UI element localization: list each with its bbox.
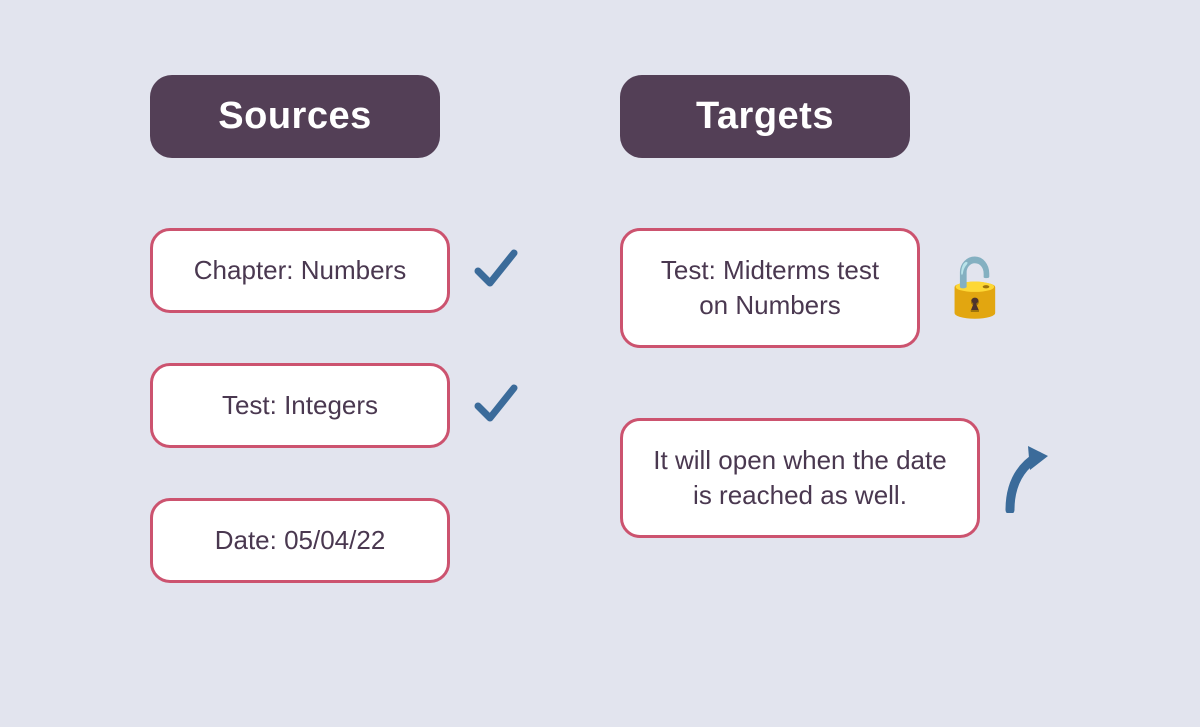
target-item-row: It will open when the date is reached as… <box>620 418 1055 538</box>
sources-column: Sources Chapter: Numbers Test: Integers … <box>150 75 520 583</box>
source-card-chapter: Chapter: Numbers <box>150 228 450 313</box>
target-card-note: It will open when the date is reached as… <box>620 418 980 538</box>
sources-header: Sources <box>150 75 440 158</box>
target-card-midterms: Test: Midterms test on Numbers <box>620 228 920 348</box>
target-item-row: Test: Midterms test on Numbers 🔓 <box>620 228 1010 348</box>
lock-open-icon: 🔓 <box>940 260 1010 316</box>
targets-header: Targets <box>620 75 910 158</box>
arrow-curve-up-icon <box>1000 438 1055 518</box>
check-icon <box>470 243 520 298</box>
source-card-test: Test: Integers <box>150 363 450 448</box>
source-item-row: Test: Integers <box>150 363 520 448</box>
source-item-row: Chapter: Numbers <box>150 228 520 313</box>
check-icon <box>470 378 520 433</box>
source-item-row: Date: 05/04/22 <box>150 498 450 583</box>
targets-column: Targets Test: Midterms test on Numbers 🔓… <box>620 75 1055 538</box>
source-card-date: Date: 05/04/22 <box>150 498 450 583</box>
